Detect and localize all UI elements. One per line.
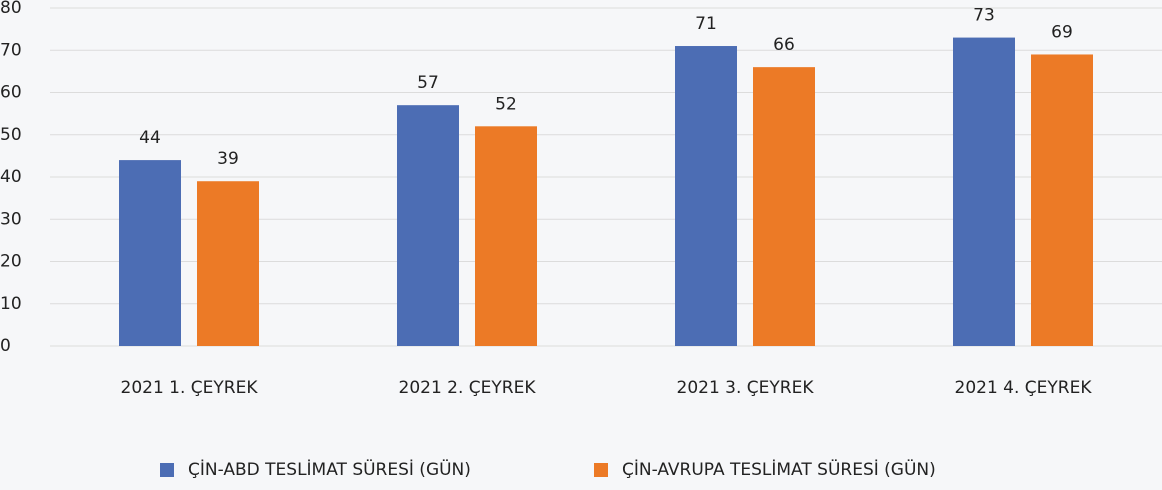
legend-swatch (594, 463, 608, 477)
y-tick-label: 0 (0, 336, 11, 356)
legend-swatch (160, 463, 174, 477)
bar (119, 160, 181, 346)
data-label: 39 (217, 149, 239, 169)
legend-label: ÇİN-AVRUPA TESLİMAT SÜRESİ (GÜN) (622, 458, 936, 480)
x-tick-label: 2021 3. ÇEYREK (677, 378, 815, 398)
bar (397, 105, 459, 346)
y-tick-label: 40 (0, 167, 22, 187)
y-tick-label: 20 (0, 252, 22, 272)
legend-label: ÇİN-ABD TESLİMAT SÜRESİ (GÜN) (188, 458, 471, 480)
y-tick-label: 70 (0, 40, 22, 60)
y-tick-label: 30 (0, 209, 22, 229)
x-tick-label: 2021 2. ÇEYREK (399, 378, 537, 398)
y-tick-label: 60 (0, 83, 22, 103)
bar (1031, 54, 1093, 346)
bar (953, 37, 1015, 346)
y-tick-label: 10 (0, 294, 22, 314)
data-label: 57 (417, 73, 439, 93)
data-label: 71 (695, 14, 717, 34)
y-tick-label: 80 (0, 0, 22, 18)
data-label: 66 (773, 35, 795, 55)
data-label: 44 (139, 128, 161, 148)
y-tick-label: 50 (0, 125, 22, 145)
data-label: 52 (495, 94, 517, 114)
data-label: 69 (1051, 22, 1073, 42)
x-tick-label: 2021 1. ÇEYREK (121, 378, 259, 398)
data-label: 73 (973, 6, 995, 26)
bar (475, 126, 537, 346)
bar (753, 67, 815, 347)
x-tick-label: 2021 4. ÇEYREK (955, 378, 1093, 398)
bar (197, 181, 259, 346)
bar (675, 46, 737, 347)
